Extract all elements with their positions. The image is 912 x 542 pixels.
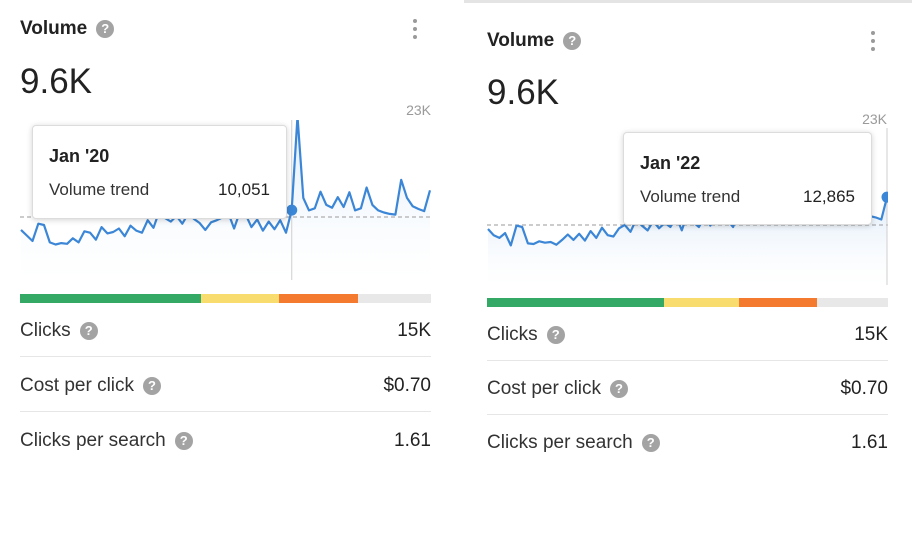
row-divider xyxy=(20,411,431,412)
metric-row-cps: Clicks per search? 1.61 xyxy=(487,430,888,456)
card-title: Volume xyxy=(20,18,88,39)
tooltip-value: 12,865 xyxy=(803,187,855,206)
difficulty-segment xyxy=(739,298,817,307)
tooltip-date: Jan '20 xyxy=(49,146,110,166)
top-divider xyxy=(464,0,912,3)
chart-max-label: 23K xyxy=(406,102,431,118)
metric-value: $0.70 xyxy=(840,378,888,399)
difficulty-segment xyxy=(201,294,279,303)
metric-label: Clicks xyxy=(487,324,538,345)
question-circle-icon[interactable]: ? xyxy=(641,434,660,452)
difficulty-segment xyxy=(816,298,888,307)
metric-value: $0.70 xyxy=(383,375,431,396)
highlight-point[interactable] xyxy=(881,191,889,203)
metric-row-clicks: Clicks? 15K xyxy=(487,322,888,348)
question-circle-icon[interactable]: ? xyxy=(546,326,565,344)
question-circle-icon[interactable]: ? xyxy=(96,20,115,38)
volume-card-left: Volume ? 9.6K 23K Jan '20 Volume trend 1… xyxy=(20,0,431,542)
volume-card-right: Volume ? 9.6K 23K Jan '22 Volume trend 1… xyxy=(487,0,888,542)
volume-value: 9.6K xyxy=(20,62,92,101)
metric-value: 15K xyxy=(854,324,888,345)
tooltip-value: 10,051 xyxy=(218,180,270,199)
chart-tooltip: Jan '20 Volume trend 10,051 xyxy=(32,125,287,219)
metric-label: Cost per click xyxy=(20,375,135,396)
tooltip-label: Volume trend xyxy=(49,180,150,199)
row-divider xyxy=(487,414,888,415)
difficulty-segment xyxy=(663,298,740,307)
row-divider xyxy=(20,356,431,357)
row-divider xyxy=(487,360,888,361)
difficulty-segment xyxy=(357,294,431,303)
metric-label: Cost per click xyxy=(487,378,602,399)
metric-value: 15K xyxy=(397,320,431,341)
metric-row-clicks: Clicks? 15K xyxy=(20,318,431,344)
metric-row-cps: Clicks per search? 1.61 xyxy=(20,428,431,454)
card-title: Volume xyxy=(487,30,555,51)
question-circle-icon[interactable]: ? xyxy=(79,322,98,340)
question-circle-icon[interactable]: ? xyxy=(563,32,582,50)
metric-value: 1.61 xyxy=(394,430,431,451)
trend-area xyxy=(21,120,430,280)
metric-value: 1.61 xyxy=(851,432,888,453)
difficulty-segment xyxy=(487,298,664,307)
question-circle-icon[interactable]: ? xyxy=(143,377,162,395)
difficulty-segment xyxy=(20,294,202,303)
kebab-menu-icon[interactable] xyxy=(413,19,417,43)
question-circle-icon[interactable]: ? xyxy=(174,432,193,450)
metric-row-cpc: Cost per click? $0.70 xyxy=(487,376,888,402)
tooltip-label: Volume trend xyxy=(640,187,741,206)
metric-label: Clicks per search xyxy=(487,432,633,453)
kebab-menu-icon[interactable] xyxy=(871,31,875,55)
metric-label: Clicks per search xyxy=(20,430,166,451)
highlight-point[interactable] xyxy=(286,204,298,216)
volume-value: 9.6K xyxy=(487,73,559,112)
chart-tooltip: Jan '22 Volume trend 12,865 xyxy=(623,132,872,225)
difficulty-bar xyxy=(487,298,888,307)
question-circle-icon[interactable]: ? xyxy=(610,380,629,398)
difficulty-bar xyxy=(20,294,431,303)
metric-row-cpc: Cost per click? $0.70 xyxy=(20,373,431,399)
chart-max-label: 23K xyxy=(862,111,887,127)
difficulty-segment xyxy=(278,294,358,303)
tooltip-date: Jan '22 xyxy=(640,153,701,173)
metric-label: Clicks xyxy=(20,320,71,341)
